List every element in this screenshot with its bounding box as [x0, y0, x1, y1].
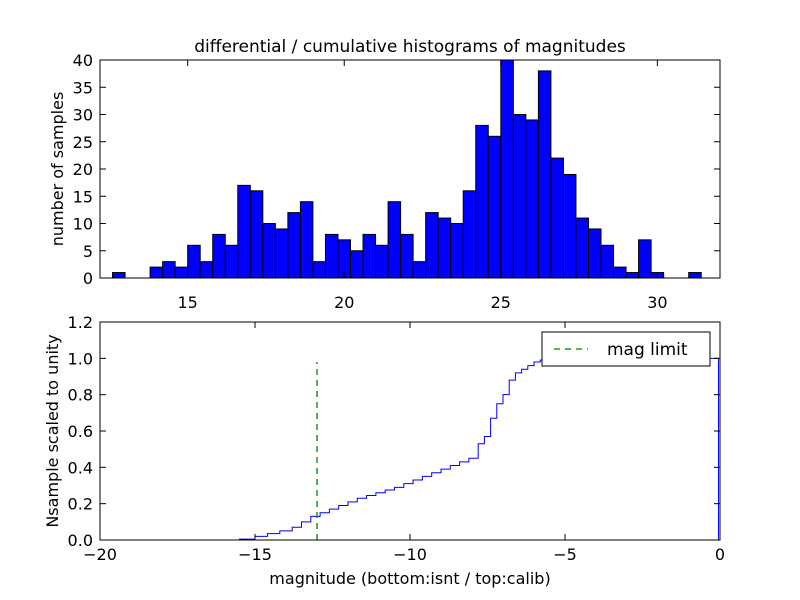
histogram-bar: [537, 70, 552, 279]
histogram-panel: differential / cumulative histograms of …: [48, 37, 721, 312]
histogram-bar: [312, 261, 326, 279]
top-y-tick-label: 25: [73, 133, 93, 152]
bottom-y-axis-label: Nsample scaled to unity: [43, 334, 62, 527]
histogram-bar: [274, 228, 289, 279]
bottom-x-tick-label: −15: [238, 545, 272, 564]
bottom-y-tick-label: 1.0: [68, 349, 93, 368]
histogram-bar: [625, 272, 640, 279]
histogram-bar: [224, 244, 239, 279]
histogram-bar: [262, 223, 276, 279]
chart-title: differential / cumulative histograms of …: [194, 37, 626, 57]
top-y-tick-label: 0: [83, 269, 93, 288]
cumulative-panel: −20 −15 −10 −5 0 0.0 0.2 0.4 0.6 0.8 1.0 1.2 Nsamp…: [43, 313, 725, 588]
histogram-bar: [412, 261, 427, 279]
histogram-bar: [425, 212, 439, 279]
top-y-tick-label: 5: [83, 242, 93, 261]
bottom-y-tick-label: 0.8: [68, 386, 93, 405]
top-y-ticks: 0 5 10 15 20 25 30 35 40: [73, 51, 720, 288]
top-x-ticks: 15 20 25 30: [177, 60, 668, 312]
top-x-tick-label: 20: [334, 293, 354, 312]
histogram-bars: [112, 59, 702, 279]
legend-label: mag limit: [607, 340, 688, 360]
histogram-bar: [187, 244, 201, 279]
top-y-axis-label: number of samples: [48, 92, 67, 247]
cumulative-step-line: [100, 357, 719, 541]
histogram-bar: [475, 124, 489, 279]
bottom-y-tick-label: 0.0: [68, 531, 93, 550]
histogram-bar: [212, 233, 226, 279]
histogram-bar: [287, 212, 301, 279]
bottom-y-tick-label: 0.4: [68, 458, 93, 477]
top-x-tick-label: 15: [177, 293, 197, 312]
top-y-tick-label: 15: [73, 187, 93, 206]
histogram-bar: [249, 190, 264, 279]
bottom-y-tick-label: 1.2: [68, 313, 93, 332]
bottom-y-tick-label: 0.6: [68, 422, 93, 441]
histogram-bar: [174, 266, 189, 279]
histogram-bar: [387, 201, 402, 279]
histogram-bar: [112, 272, 126, 279]
bottom-y-ticks: 0.0 0.2 0.4 0.6 0.8 1.0 1.2: [68, 313, 720, 550]
histogram-bar: [199, 261, 214, 279]
histogram-bar: [600, 244, 615, 279]
bottom-x-ticks: −20 −15 −10 −5 0: [83, 322, 725, 564]
histogram-bar: [688, 272, 702, 279]
top-y-tick-label: 40: [73, 51, 93, 70]
histogram-bar: [437, 217, 452, 279]
histogram-bar: [512, 114, 527, 279]
histogram-bar: [375, 244, 389, 279]
histogram-bar: [613, 266, 627, 279]
top-x-tick-label: 30: [647, 293, 667, 312]
bottom-x-tick-label: 0: [715, 545, 725, 564]
histogram-bar: [500, 59, 514, 279]
top-x-tick-label: 25: [491, 293, 511, 312]
histogram-bar: [400, 233, 414, 279]
histogram-bar: [562, 173, 577, 279]
histogram-bar: [587, 228, 602, 279]
histogram-bar: [525, 119, 539, 279]
histogram-bar: [162, 261, 176, 279]
histogram-bar: [462, 190, 477, 279]
histogram-bar: [575, 217, 589, 279]
bottom-x-tick-label: −5: [553, 545, 577, 564]
top-y-tick-label: 10: [73, 215, 93, 234]
histogram-bar: [237, 184, 251, 279]
cumulative-series: [100, 357, 719, 541]
histogram-bar: [362, 233, 377, 279]
bottom-x-axis-label: magnitude (bottom:isnt / top:calib): [269, 569, 550, 588]
histogram-bar: [324, 233, 339, 279]
bottom-y-tick-label: 0.2: [68, 495, 93, 514]
top-y-tick-label: 20: [73, 160, 93, 179]
top-y-tick-label: 30: [73, 106, 93, 125]
bottom-x-tick-label: −20: [83, 545, 117, 564]
bottom-x-tick-label: −10: [393, 545, 427, 564]
histogram-bar: [550, 157, 564, 279]
histogram-bar: [450, 223, 464, 279]
histogram-bar: [149, 266, 164, 279]
histogram-bar: [638, 239, 652, 279]
legend: mag limit: [541, 331, 711, 367]
histogram-bar: [487, 135, 502, 279]
histogram-bar: [299, 201, 314, 279]
top-y-tick-label: 35: [73, 78, 93, 97]
histogram-bar: [350, 250, 364, 279]
